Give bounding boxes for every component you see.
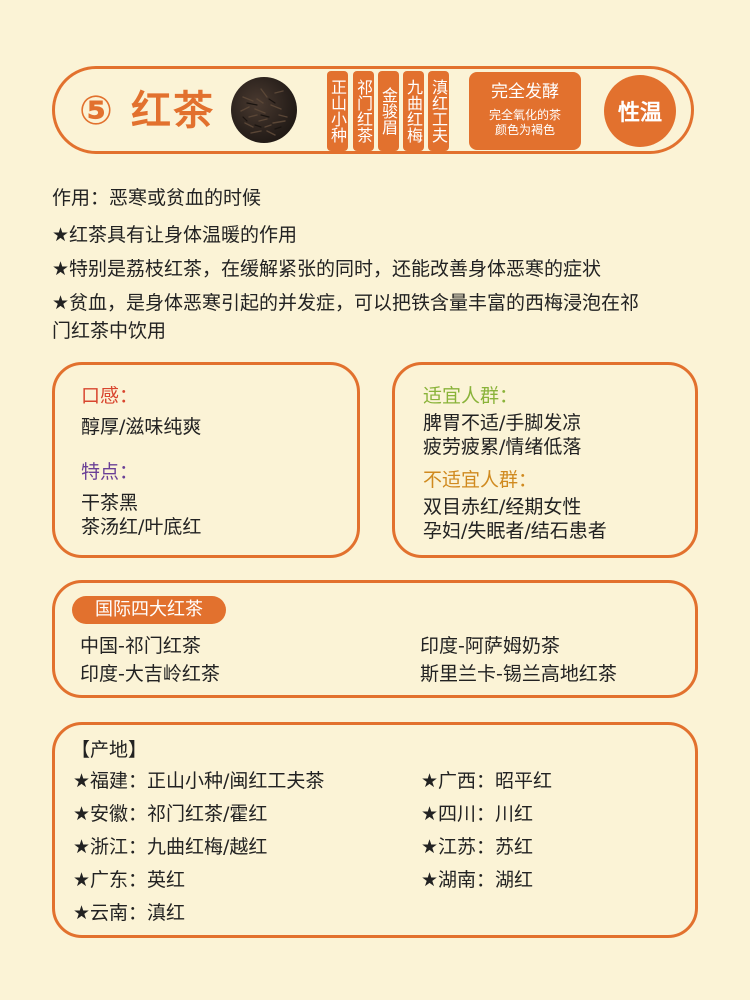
feature-label: 特点：	[81, 461, 139, 483]
effect-line-1: ★红茶具有让身体温暖的作用	[52, 224, 298, 246]
black-tea-leaves-image	[231, 77, 297, 143]
effect-line-2: ★特别是荔枝红茶，在缓解紧张的同时，还能改善身体恶寒的症状	[52, 258, 602, 280]
origin-left-1: ★福建：正山小种/闽红工夫茶	[73, 770, 325, 792]
suitable-item-1: 脾胃不适/手脚发凉	[423, 412, 582, 434]
famous-teas-box	[52, 580, 698, 698]
crowd-box: 适宜人群： 脾胃不适/手脚发凉 疲劳疲累/情绪低落 不适宜人群： 双目赤红/经期…	[392, 362, 698, 558]
origin-left-2: ★安徽：祁门红茶/霍红	[73, 803, 268, 825]
origin-left-4: ★广东：英红	[73, 869, 186, 891]
origin-left-3: ★浙江：九曲红梅/越红	[73, 836, 268, 858]
famous-tea-4: 斯里兰卡-锡兰高地红茶	[420, 663, 617, 685]
effect-line-3: ★贫血，是身体恶寒引起的并发症，可以把铁含量丰富的西梅浸泡在祁	[52, 292, 640, 314]
famous-tea-2: 印度-阿萨姆奶茶	[420, 635, 560, 657]
nature-badge: 性温	[604, 75, 676, 147]
unsuitable-item-2: 孕妇/失眠者/结石患者	[423, 520, 607, 542]
origin-right-3: ★江苏：苏红	[421, 836, 534, 858]
feature-item-1: 干茶黑	[81, 492, 139, 514]
variety-tag-qimen: 祁门红茶	[353, 71, 374, 151]
tea-header-card: ⑤ 红茶 正山小种 祁门红茶 金骏眉 九曲红梅 滇红工夫 完全发酵 完全氧化的茶…	[52, 66, 694, 154]
taste-value: 醇厚/滋味纯爽	[81, 416, 202, 438]
variety-tag-jinjunmei: 金骏眉	[378, 71, 399, 151]
taste-box: 口感： 醇厚/滋味纯爽 特点： 干茶黑 茶汤红/叶底红	[52, 362, 360, 558]
origin-right-1: ★广西：昭平红	[421, 770, 553, 792]
variety-tag-dianhong: 滇红工夫	[428, 71, 449, 151]
fermentation-level: 完全发酵	[491, 82, 559, 102]
origin-label: 【产地】	[71, 739, 148, 761]
origin-right-2: ★四川：川红	[421, 803, 534, 825]
origin-left-5: ★云南：滇红	[73, 902, 186, 924]
section-number: ⑤	[79, 88, 113, 134]
fermentation-note-2: 颜色为褐色	[494, 123, 555, 137]
suitable-label: 适宜人群：	[423, 385, 519, 407]
tea-leaves-illustration	[240, 88, 288, 136]
fermentation-badge: 完全发酵 完全氧化的茶 颜色为褐色	[469, 72, 581, 150]
unsuitable-label: 不适宜人群：	[423, 469, 538, 491]
famous-tea-1: 中国-祁门红茶	[80, 635, 201, 657]
taste-label: 口感：	[81, 385, 139, 407]
unsuitable-item-1: 双目赤红/经期女性	[423, 496, 582, 518]
famous-teas-label: 国际四大红茶	[72, 596, 226, 624]
famous-tea-3: 印度-大吉岭红茶	[80, 663, 220, 685]
effect-title: 作用：恶寒或贫血的时候	[52, 187, 262, 209]
suitable-item-2: 疲劳疲累/情绪低落	[423, 436, 582, 458]
variety-tag-jiuqu: 九曲红梅	[403, 71, 424, 151]
fermentation-note-1: 完全氧化的茶	[488, 108, 561, 122]
origin-box: 【产地】 ★福建：正山小种/闽红工夫茶 ★安徽：祁门红茶/霍红 ★浙江：九曲红梅…	[52, 722, 698, 938]
effect-line-4: 门红茶中饮用	[52, 320, 167, 342]
feature-item-2: 茶汤红/叶底红	[81, 516, 202, 538]
variety-tag-zhengshan: 正山小种	[327, 71, 348, 151]
page-title: 红茶	[131, 88, 215, 134]
origin-right-4: ★湖南：湖红	[421, 869, 534, 891]
